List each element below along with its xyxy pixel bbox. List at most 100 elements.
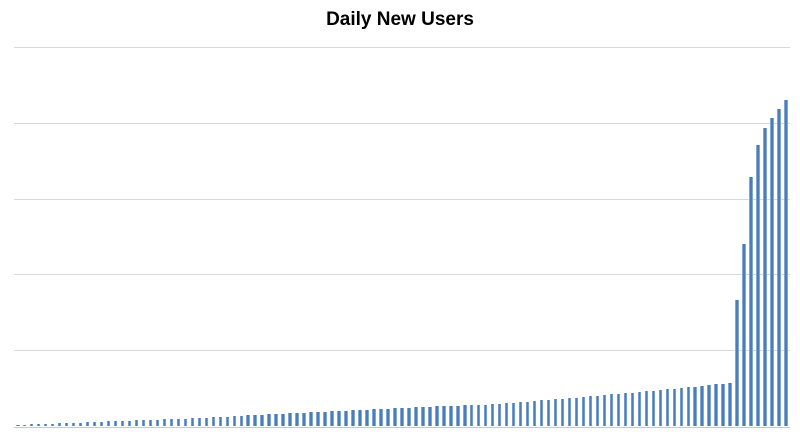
bar (428, 406, 432, 426)
bar (162, 419, 167, 426)
bar (630, 392, 635, 426)
bar (330, 411, 334, 426)
bar (204, 417, 209, 426)
bar (763, 127, 767, 426)
bar (393, 408, 397, 426)
bar (141, 420, 146, 426)
bar (85, 422, 90, 426)
bar (728, 382, 732, 426)
bar (609, 394, 614, 426)
bar (672, 388, 677, 426)
bar (588, 396, 593, 426)
bar (155, 419, 160, 426)
bar (120, 421, 125, 426)
bar (351, 410, 355, 426)
bar (581, 396, 586, 426)
bar (442, 406, 446, 426)
bar (525, 401, 530, 426)
bar (735, 299, 739, 426)
bar-series (16, 47, 788, 426)
bar (490, 404, 495, 426)
bar (134, 420, 139, 426)
gridline (14, 274, 790, 276)
bar (176, 418, 181, 426)
bar (225, 416, 230, 426)
bar (197, 417, 202, 426)
bar (113, 421, 118, 426)
bar (602, 395, 607, 426)
bar (22, 424, 27, 426)
bar (169, 419, 174, 426)
bar (560, 398, 565, 426)
bar (358, 409, 362, 426)
bar (463, 405, 467, 426)
bar (714, 384, 718, 426)
bar (211, 417, 216, 426)
bar (518, 402, 523, 426)
bar (316, 411, 320, 426)
x-axis-line (14, 427, 790, 428)
bar (288, 413, 292, 426)
bar (721, 383, 725, 426)
bar (16, 424, 20, 426)
bar (693, 386, 697, 426)
bar (658, 389, 663, 426)
gridline (14, 350, 790, 352)
bar (539, 400, 544, 426)
bar (616, 393, 621, 426)
bar (679, 387, 684, 426)
bar (749, 176, 753, 426)
bar (742, 243, 746, 426)
bar (239, 415, 243, 426)
bar (78, 422, 83, 426)
bar (232, 416, 237, 426)
bar (700, 385, 704, 426)
bar (644, 391, 649, 426)
bar (260, 414, 264, 426)
bar (295, 412, 299, 426)
bar (183, 418, 188, 426)
bar (281, 413, 285, 426)
bar (651, 390, 656, 426)
bar (497, 404, 502, 426)
bar (64, 423, 69, 426)
bar (43, 423, 48, 426)
bar (50, 423, 55, 426)
bar (567, 398, 572, 426)
bar (29, 424, 34, 426)
bar (99, 421, 104, 426)
bar (414, 407, 418, 426)
bar (483, 404, 488, 426)
bar (476, 404, 481, 426)
bar (106, 421, 111, 426)
bar (309, 412, 313, 426)
bar (400, 407, 404, 426)
bar (421, 407, 425, 426)
bar (246, 415, 250, 426)
bar (469, 405, 474, 426)
bar (344, 410, 348, 426)
bar (511, 402, 516, 426)
bar (127, 420, 132, 426)
bar (407, 407, 411, 426)
bar (707, 385, 711, 426)
bar (532, 401, 537, 426)
bar (784, 99, 788, 426)
bar (379, 409, 383, 426)
bar (323, 411, 327, 426)
bar (595, 395, 600, 426)
bar (372, 409, 376, 426)
bar (665, 389, 670, 426)
bar (386, 408, 390, 426)
bar (770, 117, 774, 426)
bar (686, 387, 690, 426)
bar (365, 409, 369, 426)
bar (92, 422, 97, 426)
bar (267, 414, 271, 426)
bar (777, 108, 781, 426)
bar (302, 412, 306, 426)
bar (553, 399, 558, 426)
bar (190, 418, 195, 426)
bar (148, 419, 153, 426)
bar (218, 416, 223, 426)
